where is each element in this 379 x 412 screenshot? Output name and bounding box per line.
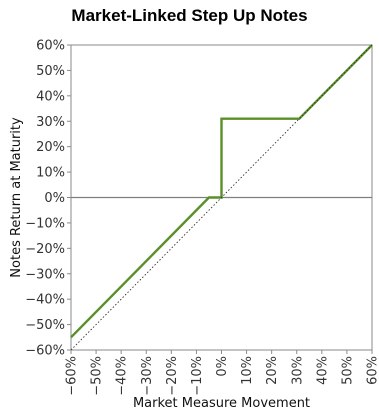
y-axis: −60% −50% −40% −30% −20% −10% 0% 10% 20% 30% 40% 50… bbox=[25, 39, 71, 359]
x-axis: −60% −50% −40% −30% −20% −10% 0% 10% 20% 30% 40% 50… bbox=[65, 350, 379, 396]
y-tick-label: −50% bbox=[25, 318, 65, 333]
x-tick-label: −10% bbox=[190, 356, 205, 396]
x-tick-label: 30% bbox=[290, 356, 305, 385]
y-tick-label: −20% bbox=[25, 242, 65, 257]
market-measure-reference-line bbox=[70, 44, 373, 351]
x-tick-label: 60% bbox=[366, 356, 379, 385]
y-tick-label: 60% bbox=[36, 39, 65, 54]
y-tick-label: −60% bbox=[25, 344, 65, 359]
y-tick-label: −30% bbox=[25, 267, 65, 282]
x-tick-label: −20% bbox=[165, 356, 180, 396]
series-lines bbox=[70, 44, 373, 351]
y-tick-label: −10% bbox=[25, 216, 65, 231]
y-tick-label: 0% bbox=[44, 191, 65, 206]
x-axis-title: Market Measure Movement bbox=[133, 396, 310, 411]
x-tick-label: 40% bbox=[315, 356, 330, 385]
x-tick-label: −50% bbox=[90, 356, 105, 396]
x-tick-label: 20% bbox=[265, 356, 280, 385]
y-tick-label: 40% bbox=[36, 89, 65, 104]
y-tick-label: 30% bbox=[36, 115, 65, 130]
x-tick-label: −60% bbox=[65, 356, 80, 396]
x-tick-label: 10% bbox=[240, 356, 255, 385]
chart-title: Market-Linked Step Up Notes bbox=[71, 6, 308, 25]
x-tick-label: −30% bbox=[140, 356, 155, 396]
x-tick-label: 0% bbox=[215, 356, 230, 377]
x-tick-label: −40% bbox=[115, 356, 130, 396]
y-tick-label: −40% bbox=[25, 293, 65, 308]
y-tick-label: 10% bbox=[36, 166, 65, 181]
x-tick-label: 50% bbox=[340, 356, 355, 385]
y-tick-label: 20% bbox=[36, 140, 65, 155]
y-tick-label: 50% bbox=[36, 64, 65, 79]
y-axis-title: Notes Return at Maturity bbox=[9, 117, 24, 278]
notes-return-line bbox=[70, 44, 373, 339]
